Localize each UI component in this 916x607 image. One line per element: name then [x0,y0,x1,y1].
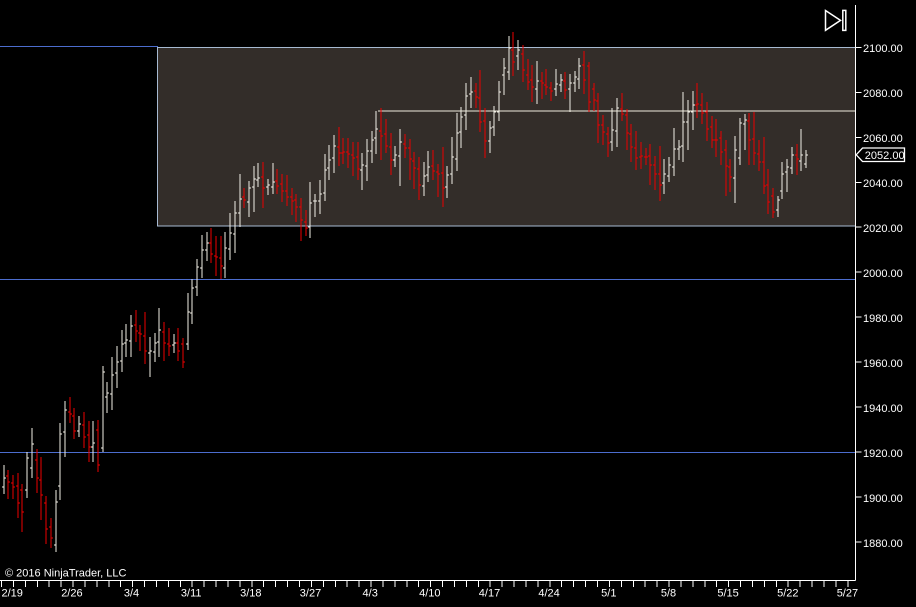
svg-text:1900.00: 1900.00 [863,493,903,505]
svg-text:3/11: 3/11 [181,588,202,600]
svg-text:3/18: 3/18 [240,588,261,600]
svg-text:1960.00: 1960.00 [863,358,903,370]
svg-text:2/19: 2/19 [1,588,22,600]
svg-text:1940.00: 1940.00 [863,403,903,415]
svg-text:5/27: 5/27 [837,588,858,600]
svg-text:© 2016 NinjaTrader, LLC: © 2016 NinjaTrader, LLC [5,568,126,580]
svg-text:5/22: 5/22 [777,588,798,600]
svg-text:2040.00: 2040.00 [863,178,903,190]
svg-text:5/15: 5/15 [717,588,738,600]
svg-text:2060.00: 2060.00 [863,133,903,145]
svg-text:4/3: 4/3 [363,588,378,600]
svg-text:1920.00: 1920.00 [863,448,903,460]
svg-text:5/1: 5/1 [601,588,616,600]
svg-text:2080.00: 2080.00 [863,88,903,100]
svg-text:5/8: 5/8 [661,588,676,600]
svg-text:2020.00: 2020.00 [863,223,903,235]
svg-text:4/17: 4/17 [479,588,500,600]
svg-text:1880.00: 1880.00 [863,538,903,550]
svg-text:2000.00: 2000.00 [863,268,903,280]
svg-text:2052.00: 2052.00 [865,150,905,162]
svg-text:1980.00: 1980.00 [863,313,903,325]
svg-text:4/10: 4/10 [419,588,440,600]
svg-text:2/26: 2/26 [61,588,82,600]
svg-text:3/4: 3/4 [124,588,139,600]
svg-text:4/24: 4/24 [538,588,559,600]
svg-text:2100.00: 2100.00 [863,43,903,55]
svg-text:3/27: 3/27 [300,588,321,600]
